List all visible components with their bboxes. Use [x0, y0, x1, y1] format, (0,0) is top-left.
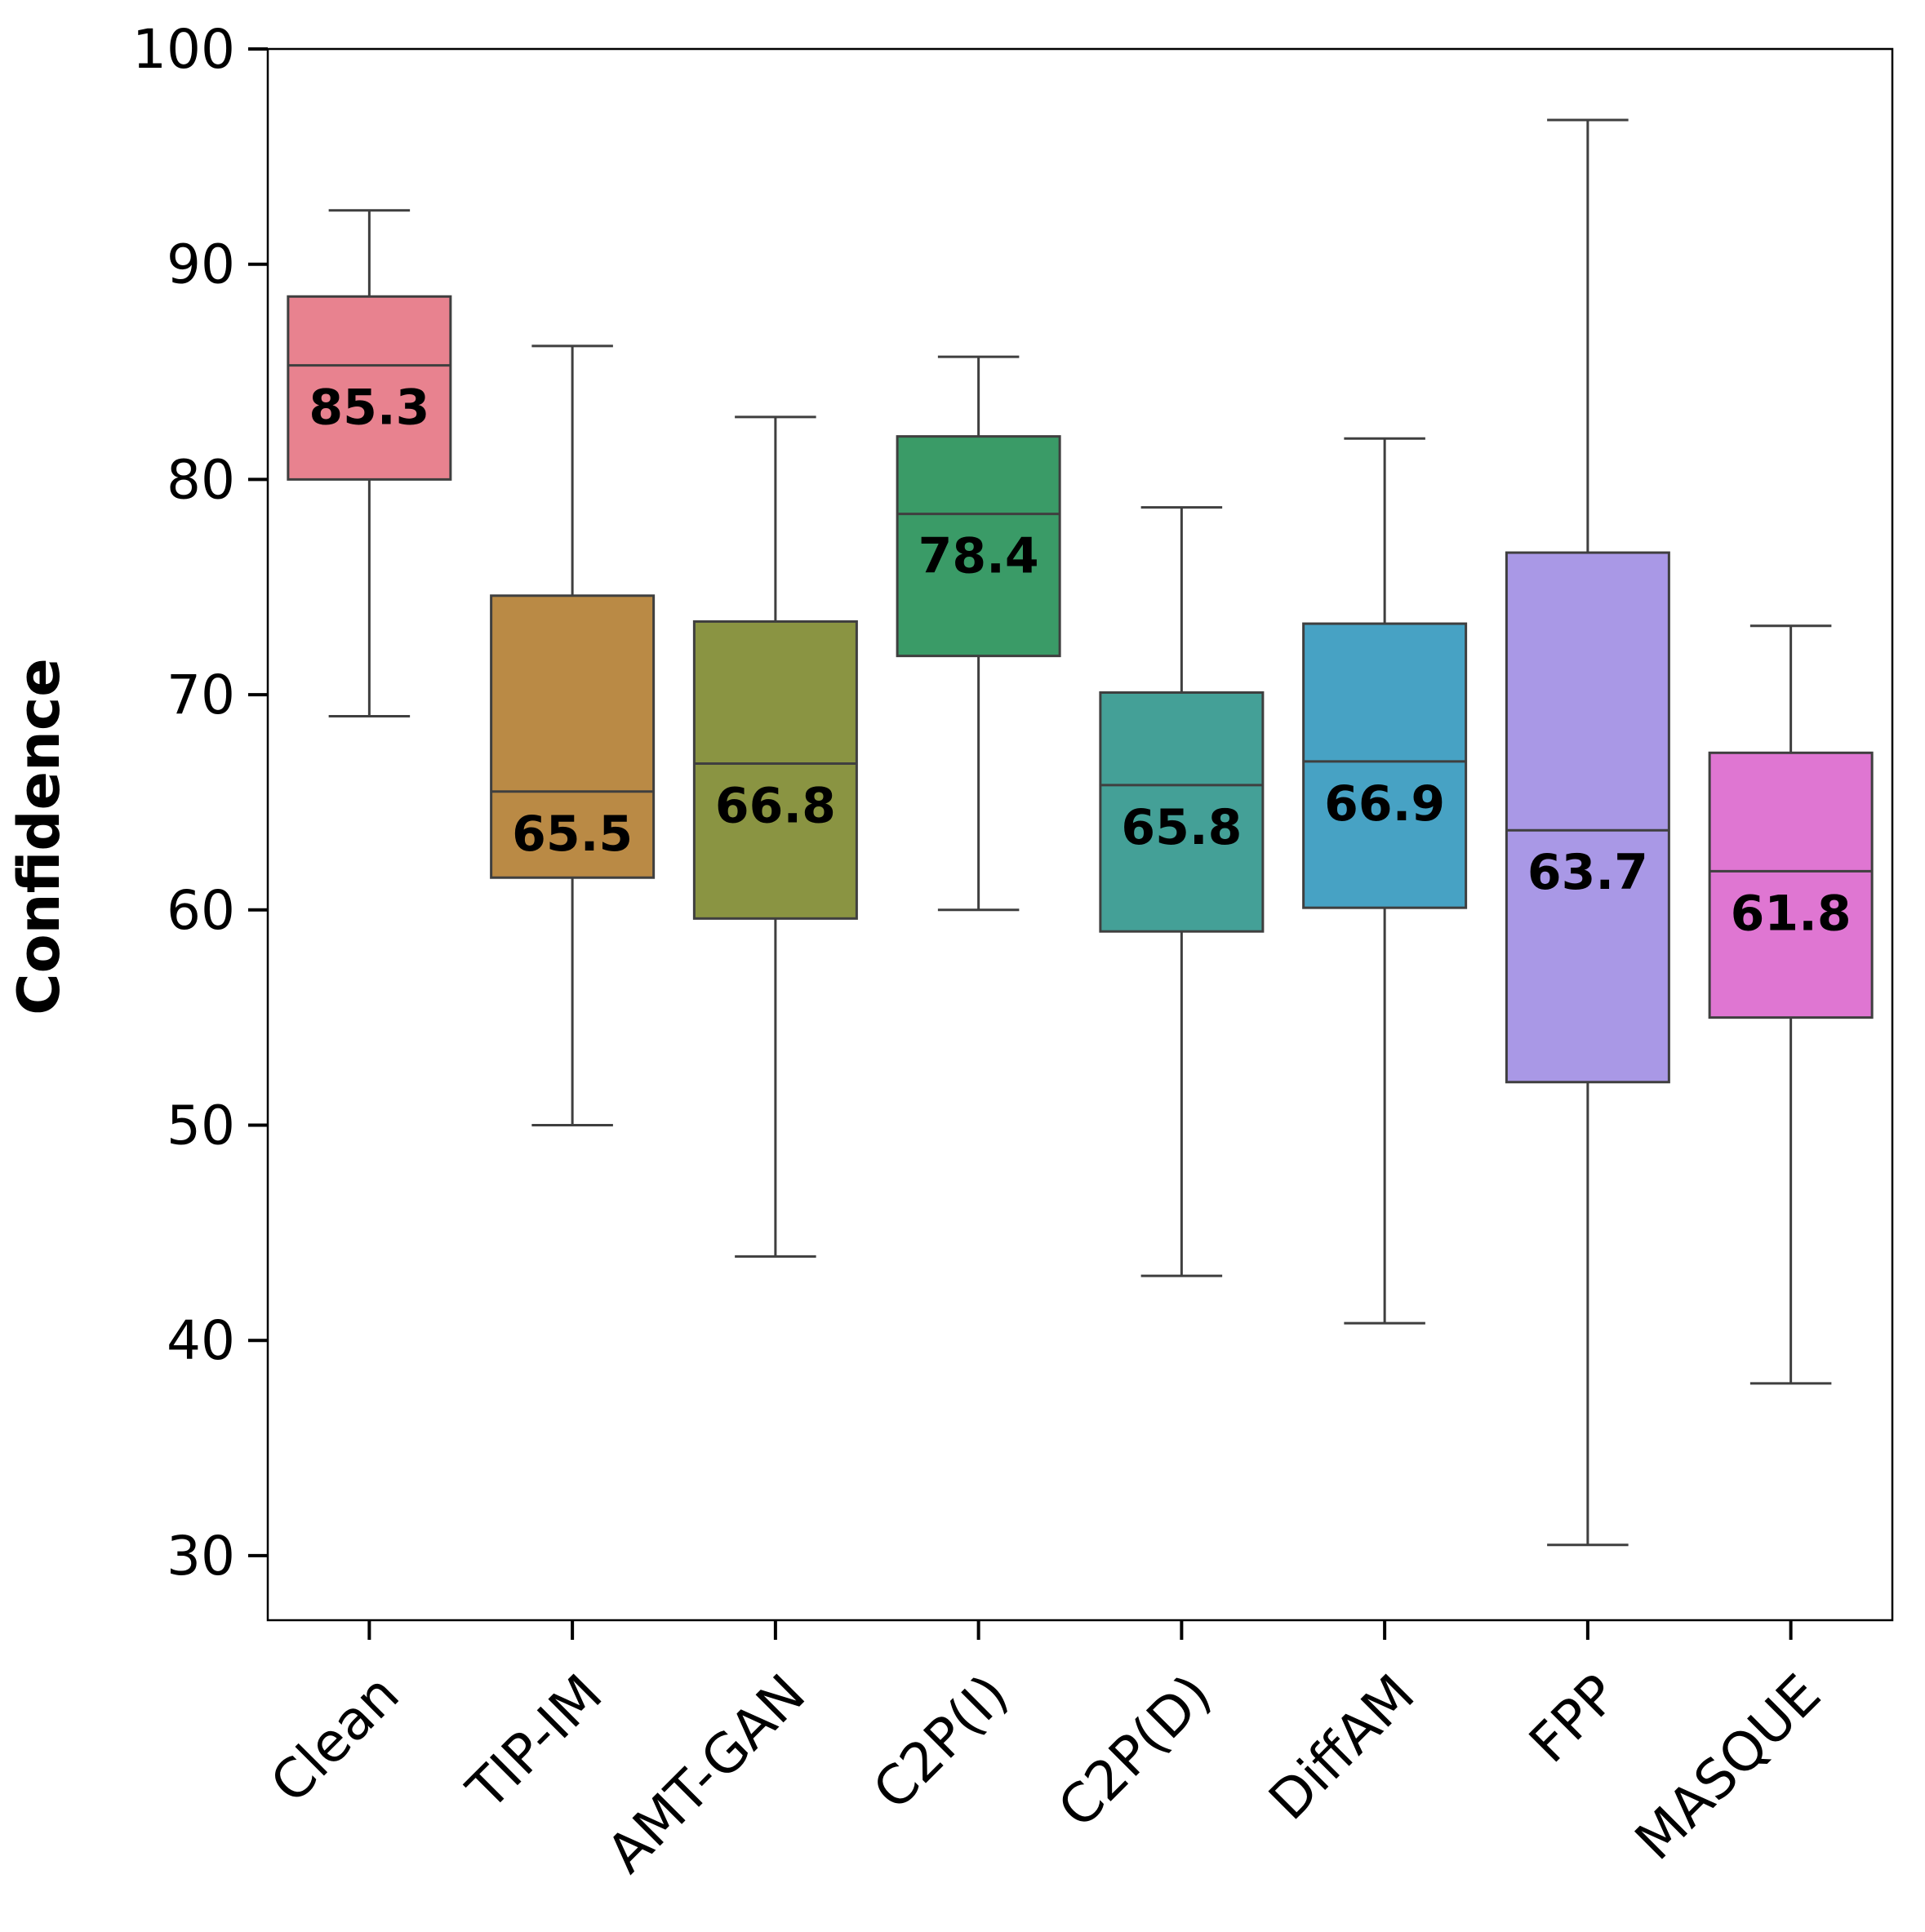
box-c2p-i-: 78.4 [896, 355, 1061, 912]
median-label: 65.8 [1121, 799, 1242, 856]
iqr-box [1302, 622, 1468, 909]
y-tick-label: 40 [167, 1309, 235, 1372]
box-masque: 61.8 [1708, 624, 1874, 1385]
median-label: 78.4 [918, 528, 1039, 585]
boxes: 85.3 65.5 66.8 78.4 65.8 66.9 63.7 61.8 [287, 118, 1874, 1547]
y-tick-label: 80 [167, 448, 235, 511]
x-tick-label: TIP-IM [455, 1663, 614, 1822]
iqr-box [1099, 691, 1265, 933]
iqr-box [490, 594, 656, 879]
box-diffam: 66.9 [1302, 437, 1468, 1325]
iqr-box [1708, 751, 1874, 1019]
iqr-box [1505, 551, 1670, 1084]
iqr-box [692, 620, 858, 920]
box-tip-im: 65.5 [490, 344, 656, 1126]
y-tick-label: 90 [167, 233, 235, 296]
box-c2p-d-: 65.8 [1099, 506, 1265, 1277]
y-tick-label: 100 [132, 18, 235, 81]
median-label: 61.8 [1731, 885, 1852, 942]
median-label: 66.9 [1324, 775, 1445, 833]
y-tick-label: 50 [167, 1094, 235, 1157]
median-label: 85.3 [309, 380, 429, 437]
x-tick-label: C2P(D) [1046, 1663, 1223, 1840]
y-tick-label: 30 [167, 1525, 235, 1588]
x-tick-label: Clean [259, 1663, 411, 1815]
median-label: 66.8 [715, 777, 836, 834]
median-label: 65.5 [512, 806, 633, 863]
box-fpp: 63.7 [1505, 118, 1670, 1547]
x-tick-label: AMT-GAN [595, 1663, 817, 1885]
x-tick-label: C2P(I) [861, 1663, 1020, 1822]
iqr-box [896, 435, 1061, 658]
x-tick-label: DiffAM [1257, 1663, 1427, 1832]
y-tick-label: 60 [167, 879, 235, 942]
axes [266, 47, 1894, 1622]
box-amt-gan: 66.8 [692, 415, 858, 1258]
plot-frame [266, 47, 1894, 1622]
iqr-box [287, 295, 452, 481]
box-clean: 85.3 [287, 209, 452, 717]
x-tick-label: MASQUE [1623, 1663, 1833, 1872]
median-label: 63.7 [1527, 844, 1648, 901]
y-tick-label: 70 [167, 664, 235, 726]
x-tick-label: FPP [1518, 1663, 1630, 1775]
y-axis-title: Confidence [6, 658, 73, 1015]
